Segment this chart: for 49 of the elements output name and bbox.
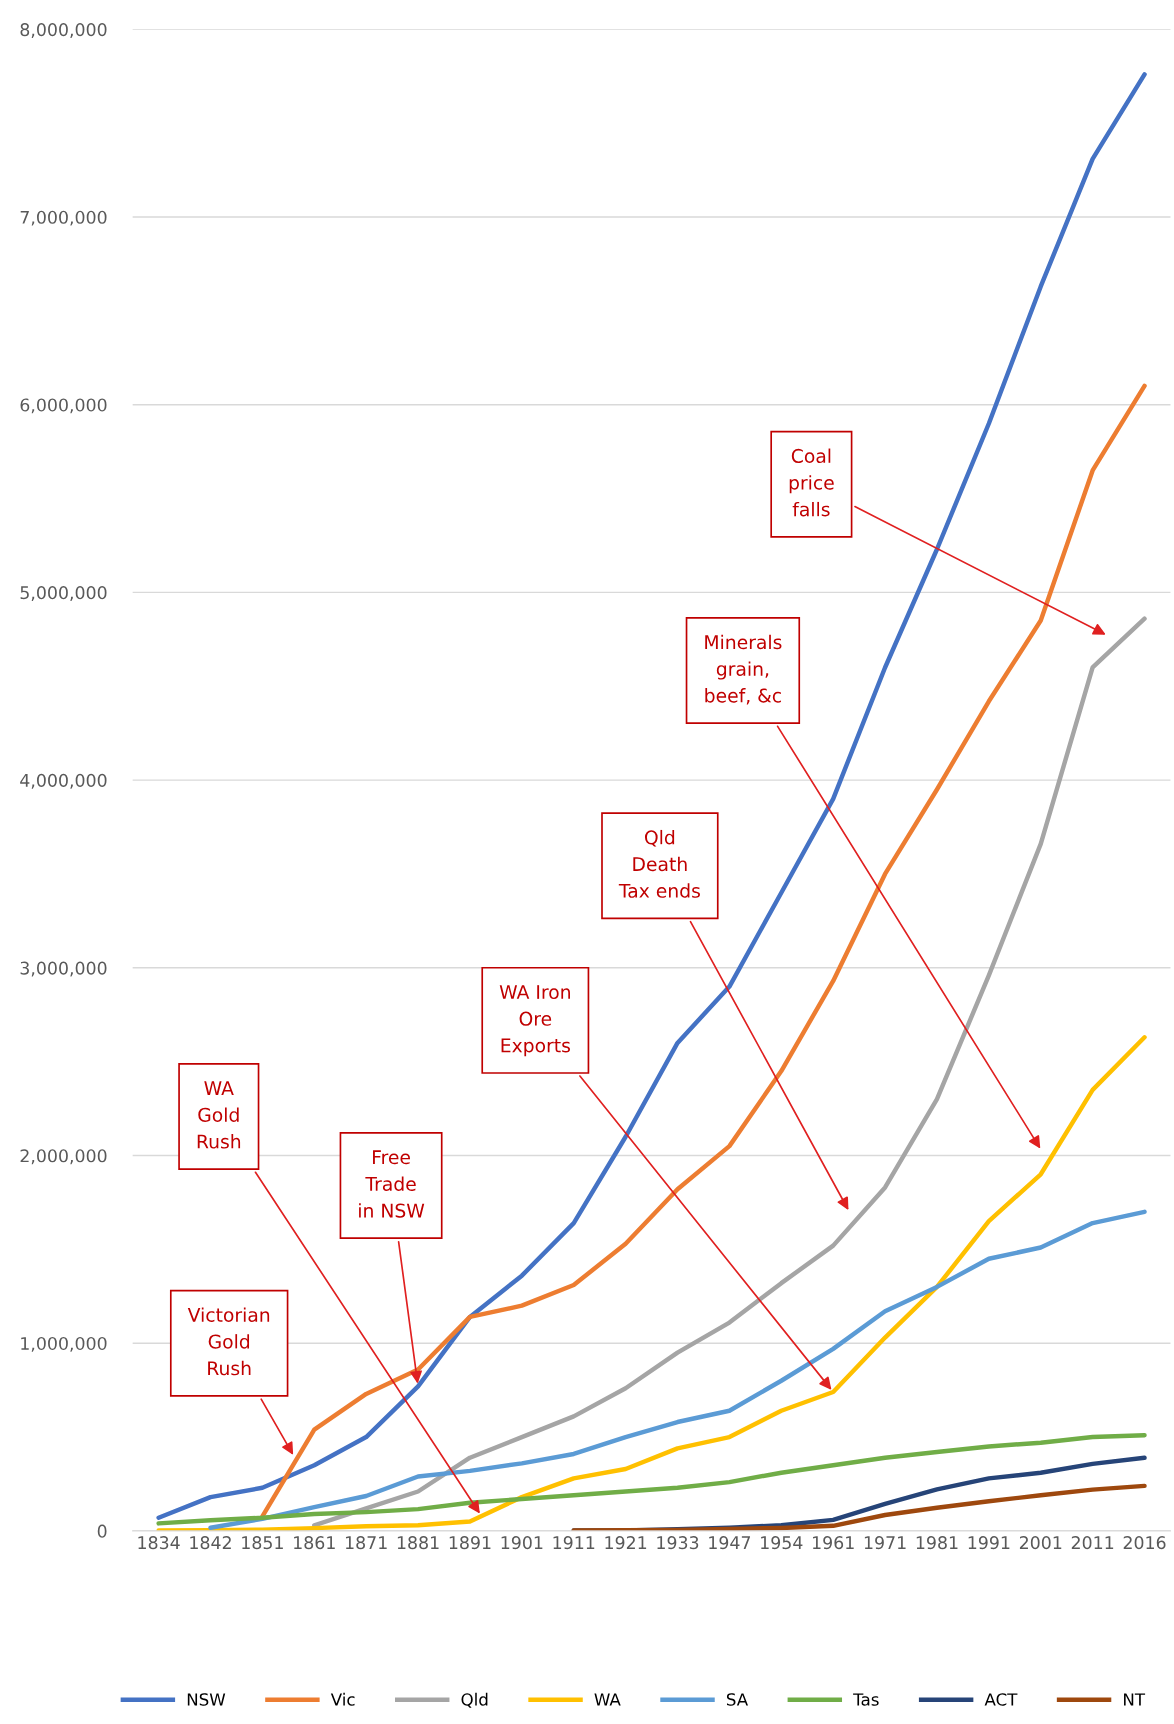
line-series <box>156 1035 1147 1531</box>
annotation: Victorian Gold Rush <box>187 1307 270 1376</box>
x-tick-label: 1954 <box>761 1536 803 1550</box>
legend-label: Qld <box>461 1692 488 1708</box>
annotation: Qld Death Tax ends <box>618 829 700 898</box>
legend-label: NT <box>1124 1693 1146 1706</box>
x-tick-label: 1871 <box>345 1536 387 1550</box>
x-tick-label: 2016 <box>1123 1536 1166 1550</box>
annotation: Coal price falls <box>789 448 834 517</box>
x-tick-label: 1981 <box>916 1536 958 1550</box>
y-tick-label: 4,000,000 <box>20 773 107 789</box>
y-tick-label: 5,000,000 <box>20 586 107 602</box>
x-tick-label: 1921 <box>605 1536 647 1550</box>
y-tick-label: 0 <box>97 1524 107 1538</box>
x-tick-label: 1947 <box>709 1536 751 1550</box>
x-tick-label: 2011 <box>1071 1536 1114 1550</box>
x-tick-label: 1911 <box>553 1536 595 1550</box>
x-tick-label: 1861 <box>294 1536 335 1550</box>
x-tick-label: 1991 <box>968 1536 1010 1550</box>
legend-label: NSW <box>187 1693 226 1706</box>
y-tick-label: 6,000,000 <box>20 398 107 414</box>
y-tick-label: 3,000,000 <box>20 961 107 977</box>
legend-label: SA <box>726 1693 749 1706</box>
x-tick-label: 1842 <box>190 1536 231 1550</box>
annotation: WA Iron Ore Exports <box>499 985 570 1057</box>
legend-label: ACT <box>984 1693 1018 1706</box>
legend-label: WA <box>594 1693 621 1706</box>
annotation: Minerals grain, beef, &c <box>705 634 782 705</box>
x-tick-label: 1901 <box>501 1536 543 1550</box>
legend-label: Tas <box>853 1693 879 1706</box>
x-tick-label: 1971 <box>864 1536 906 1550</box>
x-tick-label: 1881 <box>397 1536 439 1550</box>
y-tick-label: 8,000,000 <box>20 23 107 38</box>
y-tick-label: 2,000,000 <box>20 1149 107 1165</box>
x-tick-label: 1961 <box>813 1536 854 1550</box>
x-tick-label: 2001 <box>1019 1536 1062 1550</box>
x-tick-label: 1933 <box>657 1536 699 1550</box>
line-series <box>156 1432 1147 1526</box>
line-series <box>571 1483 1147 1531</box>
line-series <box>156 72 1147 1520</box>
y-tick-label: 7,000,000 <box>20 210 107 226</box>
y-tick-label: 1,000,000 <box>21 1336 107 1352</box>
x-tick-label: 1851 <box>242 1536 283 1550</box>
x-tick-label: 1891 <box>449 1536 491 1550</box>
annotation: Free Trade in NSW <box>359 1150 425 1218</box>
annotation: WA Gold Rush <box>197 1081 241 1149</box>
legend-label: Vic <box>330 1692 355 1706</box>
x-tick-label: 1834 <box>138 1536 180 1550</box>
line-series <box>312 616 1147 1528</box>
